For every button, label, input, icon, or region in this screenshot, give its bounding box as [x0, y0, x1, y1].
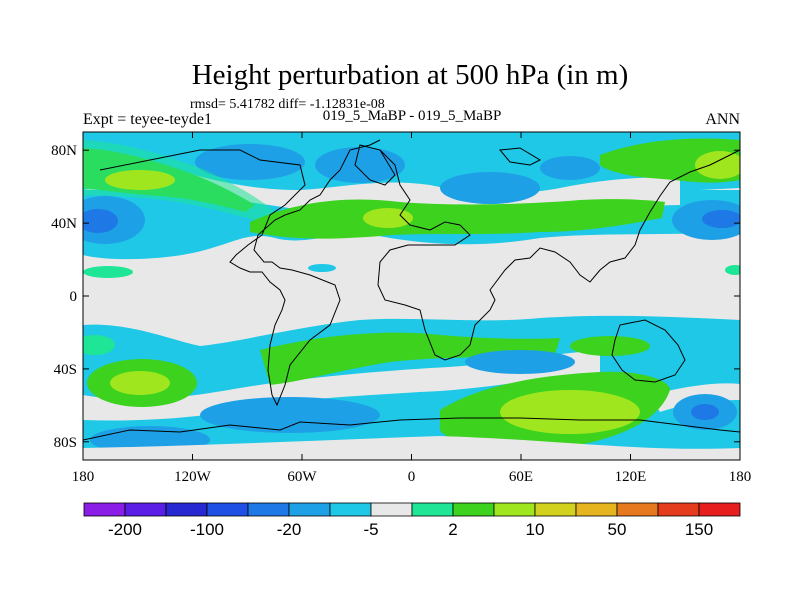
colorbar-swatch	[534, 502, 577, 517]
field-green-eurasia	[250, 199, 665, 239]
colorbar-label: -100	[190, 520, 224, 539]
field-blue-west-core	[83, 209, 118, 233]
colorbar-swatch	[575, 502, 618, 517]
colorbar-label: 10	[526, 520, 545, 539]
field-trop-green-west	[83, 266, 133, 278]
colorbar: -200 -100 -20 -5 2 10 50 150	[83, 502, 741, 539]
y-tick-label: 40N	[51, 216, 77, 232]
colorbar-swatch	[493, 502, 536, 517]
field-yellow-arctic-east	[695, 151, 740, 179]
field-blue-indian	[465, 350, 575, 374]
colorbar-swatch	[452, 502, 495, 517]
colorbar-swatch	[83, 502, 126, 517]
colorbar-label: 150	[685, 520, 713, 539]
experiment-label: Expt = teyee-teyde1	[83, 111, 212, 128]
field-green-sw	[83, 335, 115, 355]
colorbar-swatch	[329, 502, 372, 517]
colorbar-swatch	[657, 502, 700, 517]
colorbar-swatch	[411, 502, 454, 517]
coastlines	[83, 139, 740, 441]
x-tick-label: 180	[72, 469, 95, 485]
y-tick-label: 80S	[54, 435, 77, 451]
field-blue-southern	[200, 397, 380, 433]
coast-greenland	[354, 144, 396, 186]
field-blue-siberia	[440, 172, 540, 204]
x-tick-label: 120W	[174, 469, 212, 485]
field-trop-green-east	[725, 265, 740, 275]
coast-asia-north	[499, 147, 542, 166]
field-yellow-europe	[363, 208, 413, 228]
field-blue-pacific	[540, 156, 600, 180]
colorbar-swatch	[124, 502, 167, 517]
field-blue-east-core	[702, 210, 740, 228]
field-green-sindian	[570, 336, 650, 356]
y-tick-label: 40S	[54, 362, 77, 378]
x-tick-label: 0	[408, 469, 416, 485]
coast-antarctica	[83, 417, 740, 441]
y-axis: 80N 40N 0 40S 80S	[51, 143, 740, 451]
x-tick-label: 60W	[287, 469, 317, 485]
coast-eurasia-africa	[377, 149, 740, 361]
colorbar-swatch	[165, 502, 208, 517]
colorbar-swatch	[698, 502, 741, 517]
x-tick-label: 60E	[509, 469, 533, 485]
field-blue-canada	[195, 144, 305, 180]
map-panel	[83, 132, 740, 460]
x-tick-label: 180	[729, 469, 752, 485]
y-tick-label: 80N	[51, 143, 77, 159]
field-sh-bottom-white	[83, 436, 740, 460]
coast-australia	[611, 319, 686, 383]
field-sh-gap-a	[83, 350, 600, 421]
field-trop-cyan-atlantic	[308, 264, 336, 272]
colorbar-label: 2	[448, 520, 457, 539]
field-yellow-antarctic	[500, 390, 640, 434]
colorbar-swatch	[288, 502, 331, 517]
colorbar-label: -20	[277, 520, 302, 539]
field-blue-atlantic	[315, 147, 405, 183]
x-axis: 180 120W 60W 0 60E 120E 180	[72, 132, 752, 485]
colorbar-label: 50	[608, 520, 627, 539]
field-blue-se-core	[691, 404, 719, 420]
x-tick-label: 120E	[615, 469, 647, 485]
colorbar-label: -5	[363, 520, 378, 539]
field-green-satlantic	[260, 332, 560, 385]
y-tick-label: 0	[70, 289, 78, 305]
field-yellow-npacific	[105, 170, 175, 190]
colorbar-swatch	[247, 502, 290, 517]
colorbar-swatch	[206, 502, 249, 517]
field-green-npacific-light	[83, 140, 275, 222]
colorbar-swatch	[370, 502, 413, 517]
colorbar-label: -200	[108, 520, 142, 539]
field-yellow-spacific	[110, 371, 170, 395]
coast-north-america	[99, 139, 381, 407]
case-label: 019_5_MaBP - 019_5_MaBP	[323, 108, 502, 124]
colorbar-swatch	[616, 502, 659, 517]
chart-title: Height perturbation at 500 hPa (in m)	[192, 59, 629, 91]
season-label: ANN	[705, 111, 740, 128]
chart-stats: rmsd= 5.41782 diff= -1.12831e-08	[190, 97, 385, 112]
